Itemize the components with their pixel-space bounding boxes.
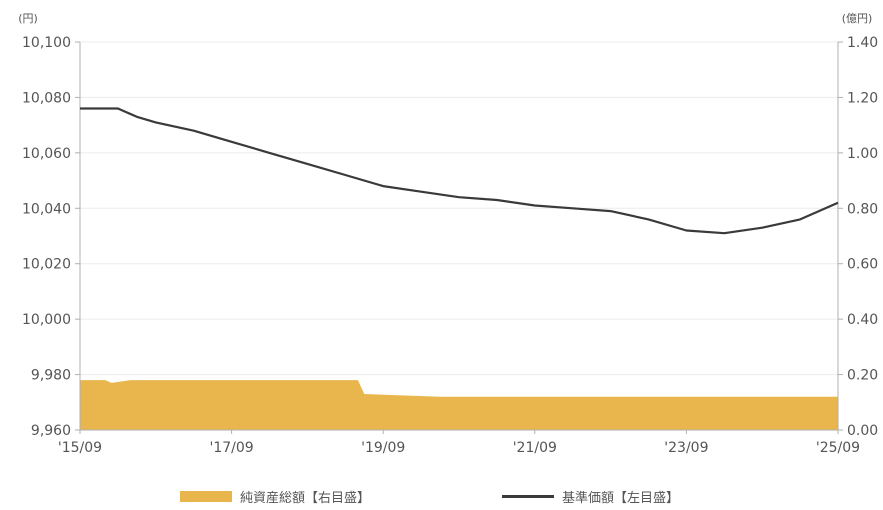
left-tick-label: 10,100 [22, 35, 71, 51]
left-tick-label: 9,980 [31, 368, 71, 384]
nav-line [80, 107, 839, 235]
x-tick-label: '19/09 [361, 440, 405, 456]
right-tick-label: 1.20 [847, 90, 878, 106]
left-tick-label: 10,060 [22, 146, 71, 162]
right-tick-label: 0.00 [847, 423, 878, 439]
legend-swatch-net-assets [180, 491, 232, 502]
right-tick-label: 0.20 [847, 368, 878, 384]
left-tick-label: 10,020 [22, 257, 71, 273]
legend-label-net-assets: 純資産総額【右目盛】 [240, 490, 370, 506]
x-tick-label: '21/09 [513, 440, 557, 456]
left-tick-label: 10,040 [22, 201, 71, 217]
right-tick-label: 0.40 [847, 312, 878, 328]
x-tick-label: '15/09 [58, 440, 102, 456]
legend: 純資産総額【右目盛】 基準価額【左目盛】 [180, 490, 679, 506]
right-axis-unit: (億円) [842, 12, 873, 25]
left-tick-label: 9,960 [31, 423, 71, 439]
right-tick-label: 0.80 [847, 201, 878, 217]
left-axis-unit: (円) [18, 12, 38, 25]
x-tick-label: '23/09 [664, 440, 708, 456]
left-tick-label: 10,000 [22, 312, 71, 328]
axes [75, 41, 843, 434]
nav-line-path [80, 107, 839, 235]
left-tick-label: 10,080 [22, 90, 71, 106]
right-tick-label: 1.40 [847, 35, 878, 51]
x-tick-label: '17/09 [209, 440, 253, 456]
right-tick-label: 0.60 [847, 257, 878, 273]
legend-label-nav: 基準価額【左目盛】 [562, 490, 679, 506]
tick-labels: 10,100 10,080 10,060 10,040 10,020 10,000 9,98… [18, 12, 878, 456]
net-assets-area-shape [80, 380, 838, 430]
right-tick-label: 1.00 [847, 146, 878, 162]
gridlines [80, 41, 838, 431]
net-assets-area [80, 380, 838, 430]
x-tick-label: '25/09 [816, 440, 860, 456]
